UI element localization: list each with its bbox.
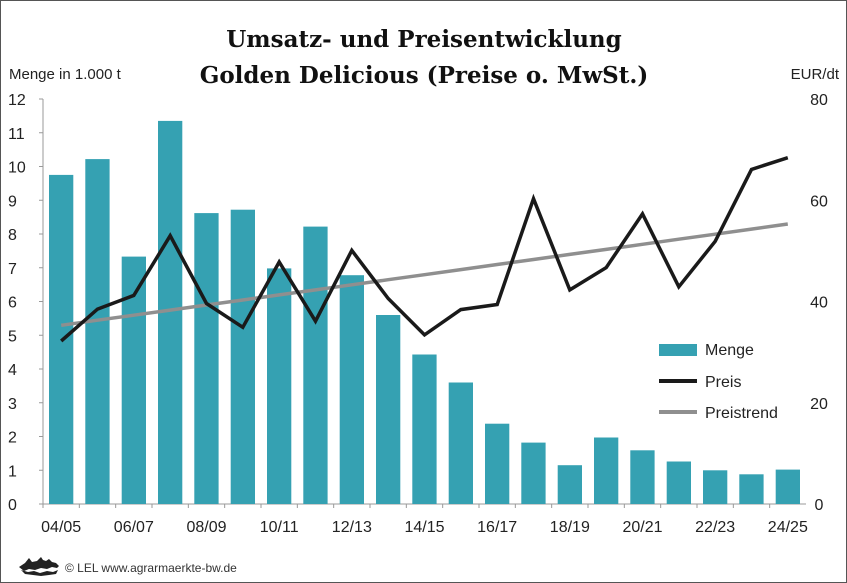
stag-icon — [19, 557, 59, 576]
y-tick-label-left: 8 — [8, 227, 17, 244]
bar-24-25 — [775, 469, 800, 504]
footer-credit: © LEL www.agrarmaerkte-bw.de — [65, 561, 237, 575]
y-tick-label-left: 12 — [8, 92, 26, 109]
chart-title: Umsatz- und Preisentwicklung — [226, 26, 621, 53]
legend-label-menge: Menge — [705, 342, 754, 359]
bar-18-19 — [557, 465, 582, 504]
y-tick-label-right: 80 — [810, 92, 828, 109]
x-tick-label: 22/23 — [695, 519, 735, 536]
x-tick-label: 04/05 — [41, 519, 81, 536]
y-tick-label-left: 1 — [8, 463, 17, 480]
y-tick-label-left: 2 — [8, 430, 17, 447]
bar-21-22 — [666, 461, 691, 504]
line-preistrend — [60, 222, 789, 328]
y-axis-left-label: Menge in 1.000 t — [9, 66, 122, 83]
x-tick-label: 08/09 — [186, 519, 226, 536]
y-tick-label-left: 10 — [8, 160, 26, 177]
footer: © LEL www.agrarmaerkte-bw.de — [19, 557, 237, 576]
x-tick-label: 12/13 — [332, 519, 372, 536]
x-tick-label: 10/11 — [260, 519, 299, 536]
y-axis-right-label: EUR/dt — [791, 66, 840, 83]
bar-series-menge — [49, 120, 800, 505]
y-tick-label-left: 6 — [8, 295, 17, 312]
x-tick-label: 18/19 — [550, 519, 590, 536]
bar-19-20 — [594, 437, 619, 504]
bar-15-16 — [448, 382, 473, 504]
line-preis — [60, 156, 789, 343]
bar-23-24 — [739, 474, 764, 504]
line-series-group — [60, 156, 789, 343]
x-tick-label: 06/07 — [114, 519, 154, 536]
bar-08-09 — [194, 213, 219, 504]
legend-swatch-menge — [659, 344, 697, 356]
legend: Menge Preis Preistrend — [659, 342, 778, 422]
bar-22-23 — [703, 470, 728, 505]
x-tick-label: 16/17 — [477, 519, 517, 536]
x-tick-label: 24/25 — [768, 519, 808, 536]
bar-10-11 — [267, 268, 292, 504]
bar-17-18 — [521, 442, 546, 504]
y-tick-label-right: 20 — [810, 396, 828, 413]
y-tick-label-right: 40 — [810, 295, 828, 312]
legend-label-preistrend: Preistrend — [705, 405, 778, 422]
bar-09-10 — [230, 209, 255, 504]
y-tick-label-left: 0 — [8, 497, 17, 514]
bar-20-21 — [630, 450, 655, 504]
y-tick-label-left: 9 — [8, 193, 17, 210]
x-ticks: 04/05 06/07 08/09 10/11 12/13 14/15 16/17 18/19… — [41, 504, 808, 536]
y-tick-label-left: 5 — [8, 328, 17, 345]
y-tick-label-left: 4 — [8, 362, 17, 379]
x-tick-label: 20/21 — [622, 519, 662, 536]
x-tick-label: 14/15 — [404, 519, 444, 536]
chart-subtitle: Golden Delicious (Preise o. MwSt.) — [200, 62, 649, 89]
bar-12-13 — [339, 275, 364, 504]
y-tick-label-left: 3 — [8, 396, 17, 413]
bar-16-17 — [485, 423, 510, 504]
legend-label-preis: Preis — [705, 374, 741, 391]
y-tick-label-right: 60 — [810, 193, 828, 210]
y-tick-label-left: 7 — [8, 261, 17, 278]
bar-14-15 — [412, 354, 437, 504]
y-tick-label-right: 0 — [815, 497, 824, 514]
bar-13-14 — [376, 315, 401, 504]
y-tick-label-left: 11 — [8, 126, 25, 143]
bar-11-12 — [303, 226, 328, 504]
y-ticks-right: 0 20 40 60 80 — [810, 92, 828, 514]
bar-05-06 — [85, 159, 110, 504]
